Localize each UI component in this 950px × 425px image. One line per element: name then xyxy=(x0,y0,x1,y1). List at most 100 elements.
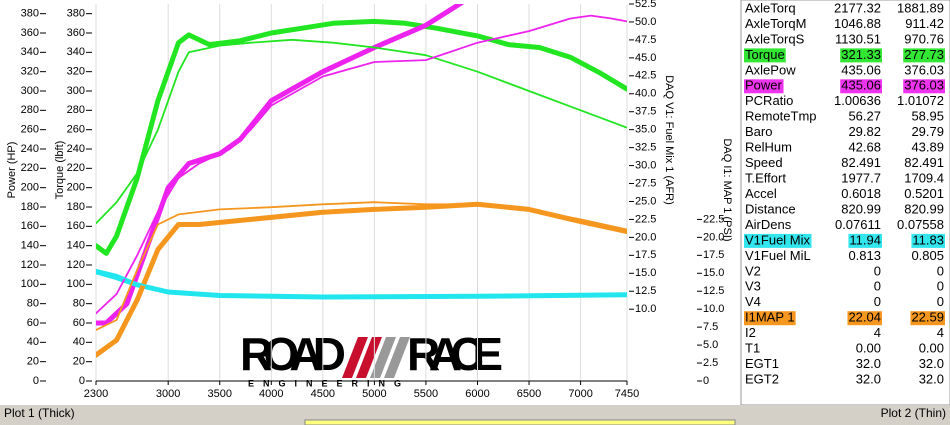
readout-name: PCRatio xyxy=(745,93,793,108)
readout-name: I1MAP 1 xyxy=(745,310,795,325)
readout-value: 32.0 xyxy=(919,356,944,371)
data-line xyxy=(96,38,627,225)
y-tick-label: 7.5 xyxy=(703,321,718,333)
y-tick-label: 360 xyxy=(67,27,85,39)
logo-slash xyxy=(370,337,396,378)
readout-name: AxleTorq xyxy=(745,0,796,15)
plot2-label: Plot 2 (Thin) xyxy=(881,406,946,420)
y-tick-label: 0 xyxy=(33,375,39,387)
data-line xyxy=(96,201,627,331)
readout-highlight xyxy=(910,311,945,326)
y-tick-label: 280 xyxy=(21,104,39,116)
readout-value: 0.07611 xyxy=(835,217,881,232)
logo-word: RACE xyxy=(407,328,502,380)
y-tick-label: 27.5 xyxy=(635,177,656,189)
readout-value: 435.06 xyxy=(841,62,881,77)
y-tick-label: 40 xyxy=(73,336,85,348)
y-tick-label: 340 xyxy=(67,46,85,58)
readout-name: I2 xyxy=(745,325,756,340)
readout-value: 820.99 xyxy=(841,201,881,216)
readout-value: 820.99 xyxy=(904,201,944,216)
readout-value: 2177.32 xyxy=(834,0,881,15)
readout-name: EGT1 xyxy=(745,356,779,371)
y-tick-label: 12.5 xyxy=(635,285,656,297)
y-tick-label: 32.5 xyxy=(635,142,656,154)
y-tick-label: 22.5 xyxy=(635,213,656,225)
y-tick-label: 17.5 xyxy=(635,249,656,261)
y-tick-label: 10.0 xyxy=(703,303,724,315)
readout-value: 43.89 xyxy=(911,140,944,155)
readout-name: AxleTorqM xyxy=(745,16,806,31)
y-axis-title: DAQ V1: Fuel Mix 1 (AFR) xyxy=(663,75,675,205)
y-tick-label: 25.0 xyxy=(635,195,656,207)
readout-value: 1709.4 xyxy=(904,170,944,185)
readout-name: Torque xyxy=(745,47,785,62)
y-tick-label: 45.0 xyxy=(635,52,656,64)
readout-value: 0.07558 xyxy=(897,217,944,232)
y-tick-label: 80 xyxy=(73,298,85,310)
x-tick-label: 5000 xyxy=(362,388,386,400)
y-tick-label: 40.0 xyxy=(635,88,656,100)
y-tick-label: 40 xyxy=(27,336,39,348)
y-tick-label: 140 xyxy=(67,240,85,252)
data-line xyxy=(96,268,627,298)
readout-value: 58.95 xyxy=(911,109,944,124)
readout-value: 82.491 xyxy=(904,155,944,170)
readout-value: 32.0 xyxy=(856,371,881,386)
readout-highlight xyxy=(848,233,882,248)
readout-highlight xyxy=(903,79,945,94)
readout-value: 435.06 xyxy=(841,78,881,93)
y-tick-label: 260 xyxy=(21,124,39,136)
readout-name: Distance xyxy=(745,201,796,216)
y-tick-label: 2.5 xyxy=(703,357,718,369)
y-tick-label: 50.0 xyxy=(635,16,656,28)
readout-value: 22.59 xyxy=(911,310,944,325)
readout-name: Power xyxy=(745,78,783,93)
readout-highlight xyxy=(911,233,945,248)
readout-name: AxlePow xyxy=(745,62,796,77)
readout-value: 29.82 xyxy=(848,124,881,139)
y-tick-label: 12.5 xyxy=(703,285,724,297)
readout-value: 0.00 xyxy=(856,341,881,356)
readout-name: AxleTorqS xyxy=(745,31,805,46)
y-tick-label: 100 xyxy=(67,278,85,290)
y-tick-label: 160 xyxy=(67,220,85,232)
x-tick-label: 4500 xyxy=(311,388,335,400)
readout-name: T.Effort xyxy=(745,170,786,185)
plot1-label: Plot 1 (Thick) xyxy=(4,406,75,420)
readout-value: 4 xyxy=(937,325,944,340)
y-tick-label: 60 xyxy=(73,317,85,329)
y-tick-label: 220 xyxy=(21,162,39,174)
scroll-box xyxy=(304,419,736,425)
readout-highlight xyxy=(847,311,882,326)
y-tick-label: 360 xyxy=(21,27,39,39)
y-tick-label: 180 xyxy=(67,201,85,213)
y-tick-label: 0 xyxy=(79,375,85,387)
x-tick-label: 3500 xyxy=(207,388,231,400)
y-tick-label: 280 xyxy=(67,104,85,116)
readout-value: 11.94 xyxy=(849,232,881,247)
readout-value: 0 xyxy=(937,263,944,278)
readout-name: V2 xyxy=(745,263,761,278)
y-tick-label: 47.5 xyxy=(635,34,656,46)
readout-value: 0 xyxy=(874,279,881,294)
y-tick-label: 180 xyxy=(21,201,39,213)
y-tick-label: 240 xyxy=(67,143,85,155)
data-line xyxy=(96,14,627,315)
x-tick-label: 2300 xyxy=(84,388,108,400)
y-tick-label: 42.5 xyxy=(635,70,656,82)
y-tick-label: 320 xyxy=(21,66,39,78)
readout-value: 0.6018 xyxy=(841,186,881,201)
readout-value: 42.68 xyxy=(848,140,881,155)
y-tick-label: 22.5 xyxy=(703,213,724,225)
readout-highlight xyxy=(840,48,882,63)
y-tick-label: 37.5 xyxy=(635,106,656,118)
y-axis-title: Power (HP) xyxy=(6,142,18,199)
y-tick-label: 140 xyxy=(21,240,39,252)
readout-table: AxleTorq 2177.32 1881.89 AxleTorqM 1046.88 91… xyxy=(744,0,945,386)
plot-area xyxy=(96,4,627,358)
y-tick-label: 30.0 xyxy=(635,159,656,171)
readout-value: 0.805 xyxy=(911,248,944,263)
readout-value: 32.0 xyxy=(919,371,944,386)
